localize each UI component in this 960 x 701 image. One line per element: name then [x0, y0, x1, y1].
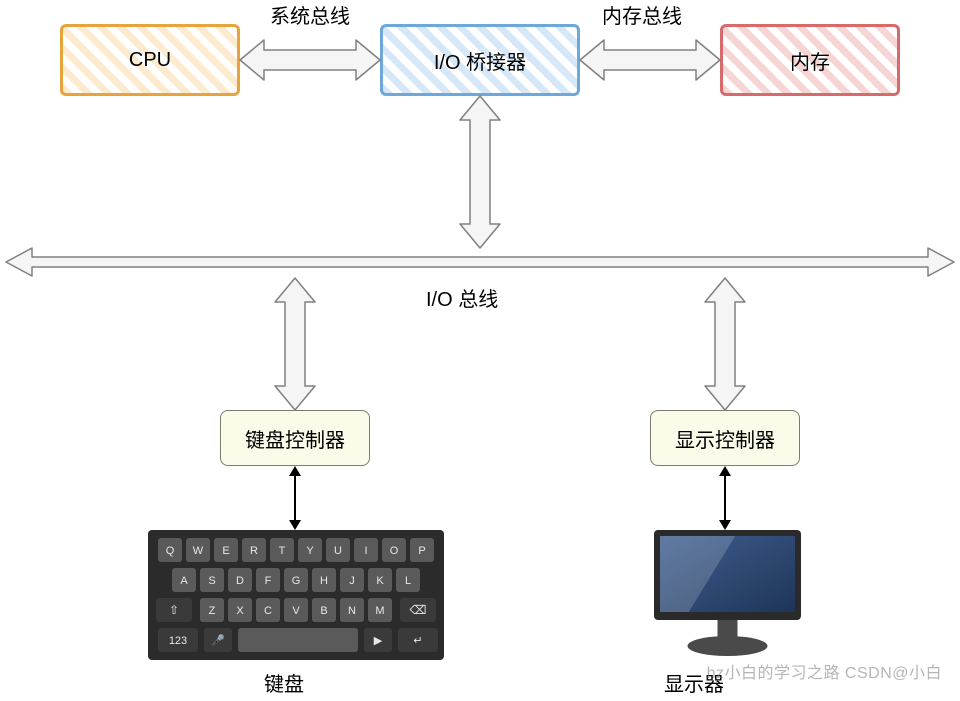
node-display-controller-label: 显示控制器 [675, 424, 775, 453]
svg-text:L: L [405, 575, 411, 587]
node-keyboard-controller: 键盘控制器 [220, 410, 370, 466]
label-monitor: 显示器 [664, 668, 724, 697]
node-keyboard-controller-label: 键盘控制器 [245, 424, 345, 453]
svg-text:Y: Y [306, 545, 314, 557]
svg-text:▶: ▶ [374, 635, 383, 647]
svg-text:K: K [376, 575, 384, 587]
svg-text:⇧: ⇧ [169, 603, 179, 617]
svg-text:M: M [375, 605, 384, 617]
svg-text:S: S [208, 575, 215, 587]
svg-text:R: R [250, 545, 258, 557]
arrow-layer [0, 0, 960, 701]
svg-text:⌫: ⌫ [410, 603, 427, 617]
svg-text:C: C [264, 605, 272, 617]
svg-text:F: F [265, 575, 272, 587]
svg-text:D: D [236, 575, 244, 587]
monitor-graphic [650, 528, 805, 660]
svg-text:Z: Z [209, 605, 216, 617]
svg-text:123: 123 [169, 635, 187, 647]
svg-text:N: N [348, 605, 356, 617]
svg-text:A: A [180, 575, 188, 587]
keyboard-graphic: Q W E R T Y U I O P A S D F G H J K L Z X C V B N M ⇧ ⌫ 123 🎤 ▶ ↵ [148, 530, 444, 660]
label-keyboard: 键盘 [264, 668, 304, 697]
svg-text:B: B [320, 605, 327, 617]
svg-text:J: J [349, 575, 355, 587]
svg-text:🎤: 🎤 [211, 633, 225, 647]
svg-text:H: H [320, 575, 328, 587]
svg-text:E: E [222, 545, 229, 557]
svg-text:G: G [292, 575, 301, 587]
svg-text:V: V [292, 605, 300, 617]
svg-text:T: T [279, 545, 286, 557]
svg-text:↵: ↵ [413, 635, 422, 647]
svg-text:X: X [236, 605, 244, 617]
svg-text:P: P [418, 545, 425, 557]
svg-text:U: U [334, 545, 342, 557]
svg-text:O: O [390, 545, 399, 557]
svg-text:W: W [193, 545, 204, 557]
label-io-bus: I/O 总线 [426, 283, 498, 312]
svg-text:I: I [364, 545, 367, 557]
node-display-controller: 显示控制器 [650, 410, 800, 466]
svg-text:Q: Q [166, 545, 175, 557]
